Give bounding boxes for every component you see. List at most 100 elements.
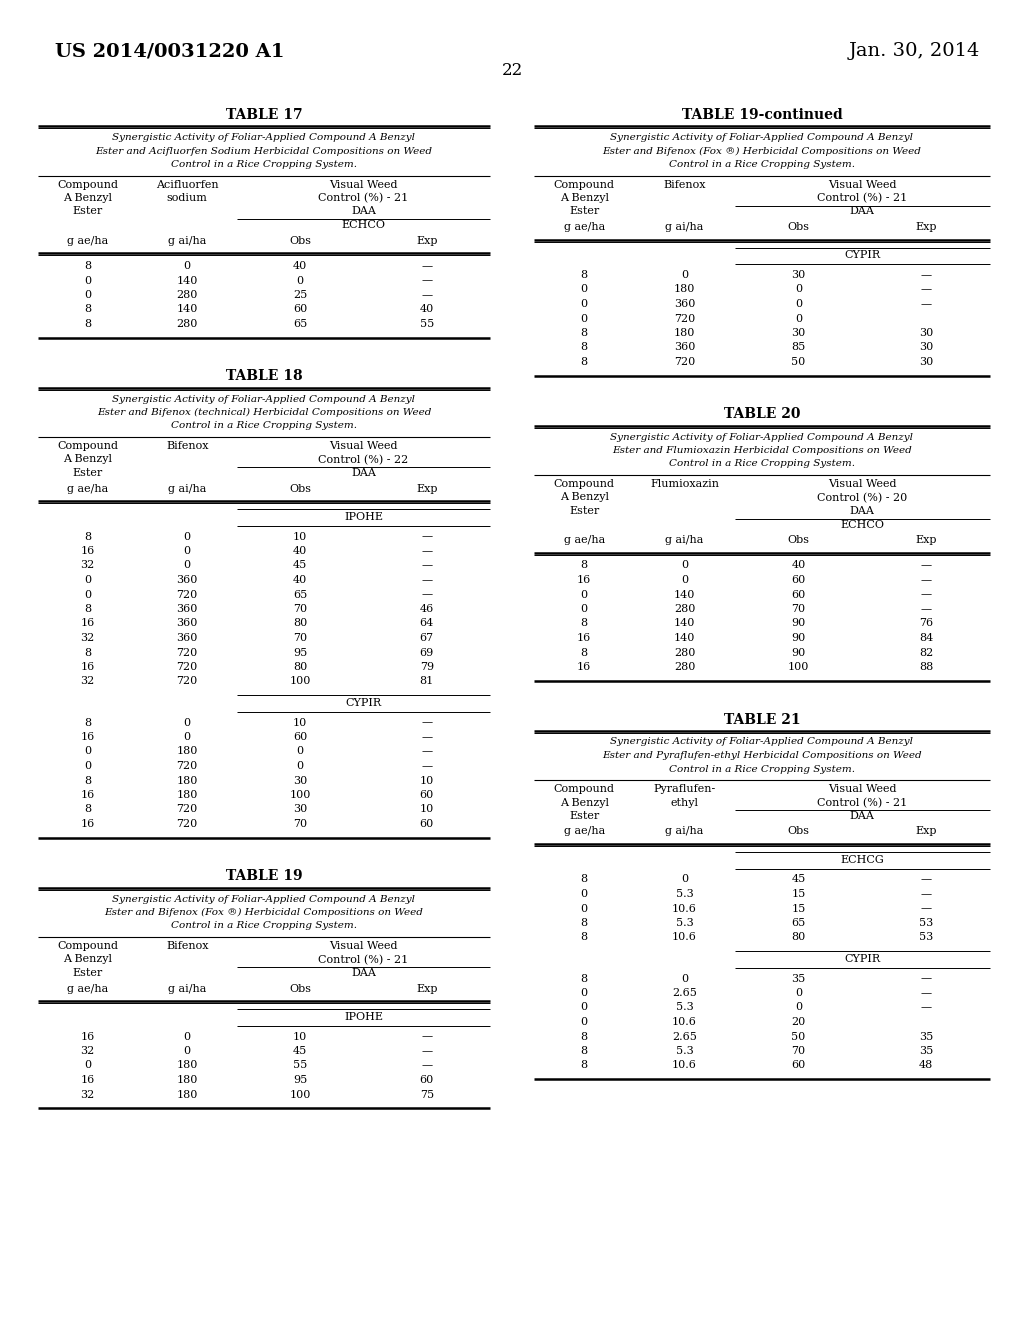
- Text: 25: 25: [293, 290, 307, 300]
- Text: 8: 8: [84, 776, 91, 785]
- Text: Obs: Obs: [787, 222, 810, 232]
- Text: 16: 16: [81, 1074, 95, 1085]
- Text: 0: 0: [183, 561, 190, 570]
- Text: Control in a Rice Cropping System.: Control in a Rice Cropping System.: [669, 764, 855, 774]
- Text: 5.3: 5.3: [676, 1002, 693, 1012]
- Text: 60: 60: [293, 305, 307, 314]
- Text: 8: 8: [581, 271, 588, 280]
- Text: Obs: Obs: [787, 826, 810, 837]
- Text: ECHCO: ECHCO: [341, 220, 385, 230]
- Text: 48: 48: [919, 1060, 933, 1071]
- Text: Exp: Exp: [915, 222, 937, 232]
- Text: 2.65: 2.65: [672, 1031, 697, 1041]
- Text: 15: 15: [792, 888, 806, 899]
- Text: 32: 32: [81, 1089, 95, 1100]
- Text: 22: 22: [502, 62, 522, 79]
- Text: 46: 46: [420, 605, 434, 614]
- Text: 8: 8: [581, 874, 588, 884]
- Text: 84: 84: [919, 634, 933, 643]
- Text: g ae/ha: g ae/ha: [563, 535, 605, 545]
- Text: Control (%) - 20: Control (%) - 20: [817, 492, 907, 503]
- Text: 50: 50: [792, 1031, 806, 1041]
- Text: 67: 67: [420, 634, 434, 643]
- Text: Compound: Compound: [554, 784, 614, 795]
- Text: A Benzyl: A Benzyl: [63, 193, 113, 203]
- Text: A Benzyl: A Benzyl: [560, 492, 608, 503]
- Text: —: —: [421, 290, 432, 300]
- Text: —: —: [421, 762, 432, 771]
- Text: 0: 0: [795, 285, 802, 294]
- Text: 8: 8: [581, 1031, 588, 1041]
- Text: 30: 30: [919, 327, 933, 338]
- Text: 140: 140: [674, 634, 695, 643]
- Text: 180: 180: [176, 1089, 198, 1100]
- Text: Exp: Exp: [416, 235, 437, 246]
- Text: 0: 0: [581, 590, 588, 599]
- Text: 0: 0: [581, 903, 588, 913]
- Text: 60: 60: [420, 789, 434, 800]
- Text: 10: 10: [293, 532, 307, 541]
- Text: Ester: Ester: [569, 810, 599, 821]
- Text: 40: 40: [293, 546, 307, 556]
- Text: 32: 32: [81, 634, 95, 643]
- Text: 0: 0: [795, 314, 802, 323]
- Text: Jan. 30, 2014: Jan. 30, 2014: [849, 42, 980, 59]
- Text: TABLE 18: TABLE 18: [225, 370, 302, 384]
- Text: 30: 30: [293, 804, 307, 814]
- Text: 0: 0: [581, 314, 588, 323]
- Text: Visual Weed: Visual Weed: [329, 441, 397, 451]
- Text: ECHCO: ECHCO: [841, 520, 885, 529]
- Text: Ester and Acifluorfen Sodium Herbicidal Compositions on Weed: Ester and Acifluorfen Sodium Herbicidal …: [95, 147, 432, 156]
- Text: 720: 720: [674, 356, 695, 367]
- Text: 0: 0: [795, 987, 802, 998]
- Text: 180: 180: [176, 1074, 198, 1085]
- Text: —: —: [921, 285, 932, 294]
- Text: Synergistic Activity of Foliar-Applied Compound A Benzyl: Synergistic Activity of Foliar-Applied C…: [610, 133, 913, 143]
- Text: 0: 0: [681, 561, 688, 570]
- Text: Control (%) - 21: Control (%) - 21: [318, 193, 409, 203]
- Text: 40: 40: [792, 561, 806, 570]
- Text: —: —: [421, 546, 432, 556]
- Text: 10.6: 10.6: [672, 1060, 697, 1071]
- Text: —: —: [921, 605, 932, 614]
- Text: 360: 360: [176, 619, 198, 628]
- Text: CYPIR: CYPIR: [345, 698, 382, 708]
- Text: IPOHE: IPOHE: [344, 1012, 383, 1022]
- Text: Exp: Exp: [416, 983, 437, 994]
- Text: A Benzyl: A Benzyl: [63, 454, 113, 465]
- Text: 8: 8: [84, 718, 91, 727]
- Text: 0: 0: [581, 987, 588, 998]
- Text: 0: 0: [183, 532, 190, 541]
- Text: 35: 35: [919, 1031, 933, 1041]
- Text: 65: 65: [293, 319, 307, 329]
- Text: 15: 15: [792, 903, 806, 913]
- Text: 30: 30: [919, 342, 933, 352]
- Text: 0: 0: [84, 762, 91, 771]
- Text: Control (%) - 21: Control (%) - 21: [318, 954, 409, 965]
- Text: TABLE 17: TABLE 17: [225, 108, 302, 121]
- Text: 0: 0: [183, 546, 190, 556]
- Text: Flumioxazin: Flumioxazin: [650, 479, 719, 488]
- Text: 45: 45: [293, 1045, 307, 1056]
- Text: 140: 140: [176, 305, 198, 314]
- Text: 8: 8: [84, 804, 91, 814]
- Text: 53: 53: [919, 917, 933, 928]
- Text: 2.65: 2.65: [672, 987, 697, 998]
- Text: —: —: [421, 747, 432, 756]
- Text: —: —: [421, 1060, 432, 1071]
- Text: —: —: [921, 874, 932, 884]
- Text: 180: 180: [176, 747, 198, 756]
- Text: 16: 16: [81, 1031, 95, 1041]
- Text: DAA: DAA: [850, 810, 874, 821]
- Text: 0: 0: [84, 576, 91, 585]
- Text: Compound: Compound: [57, 180, 118, 190]
- Text: 32: 32: [81, 1045, 95, 1056]
- Text: 80: 80: [293, 619, 307, 628]
- Text: g ae/ha: g ae/ha: [563, 222, 605, 232]
- Text: Control in a Rice Cropping System.: Control in a Rice Cropping System.: [171, 921, 357, 931]
- Text: CYPIR: CYPIR: [844, 251, 881, 260]
- Text: 90: 90: [792, 634, 806, 643]
- Text: 79: 79: [420, 663, 434, 672]
- Text: Bifenox: Bifenox: [166, 441, 209, 451]
- Text: Control (%) - 21: Control (%) - 21: [817, 797, 907, 808]
